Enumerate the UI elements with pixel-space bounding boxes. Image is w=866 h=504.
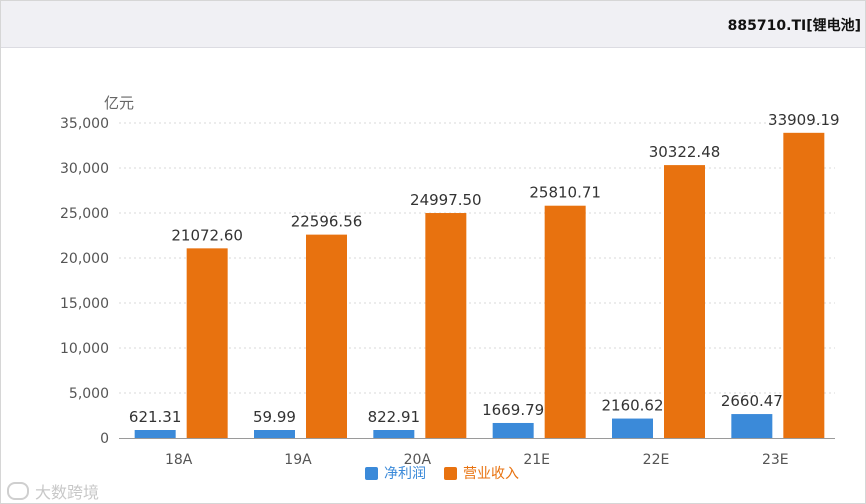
gridlines: [119, 122, 835, 394]
y-axis-unit: 亿元: [104, 94, 134, 112]
bar-net-profit[interactable]: [492, 422, 534, 438]
bars: [134, 132, 825, 438]
data-label: 2160.62: [601, 397, 663, 415]
x-tick-label: 20A: [404, 452, 432, 468]
data-label: 21072.60: [171, 226, 243, 244]
data-label: 621.31: [129, 408, 182, 426]
y-axis: 0 5,000 10,000 15,000 20,000 25,000 30,000 35,0…: [60, 116, 109, 447]
index-title: 885710.TI[锂电池]: [727, 18, 861, 34]
bar-revenue[interactable]: [664, 165, 705, 438]
bar-revenue[interactable]: [306, 234, 347, 438]
x-tick-label: 18A: [165, 452, 193, 468]
bar-net-profit[interactable]: [731, 414, 773, 438]
y-tick-label: 30,000: [60, 161, 109, 177]
bar-net-profit[interactable]: [373, 430, 415, 438]
bar-net-profit[interactable]: [254, 430, 295, 438]
bar-net-profit[interactable]: [134, 430, 176, 438]
y-tick-label: 25,000: [60, 206, 109, 222]
x-axis: 18A 19A 20A 21E 22E 23E: [119, 438, 835, 468]
data-label: 25810.71: [529, 184, 601, 202]
data-label: 2660.47: [721, 392, 783, 410]
legend: 净利润 营业收入: [365, 464, 537, 482]
bar-revenue[interactable]: [186, 248, 228, 438]
data-label: 22596.56: [291, 213, 363, 231]
legend-item-revenue[interactable]: 营业收入: [444, 463, 519, 483]
data-label: 822.91: [368, 408, 421, 426]
data-label: 33909.19: [768, 111, 840, 129]
legend-label: 营业收入: [463, 466, 519, 482]
x-tick-label: 23E: [762, 452, 789, 468]
bar-revenue[interactable]: [783, 132, 825, 438]
watermark-text: 大数跨境: [35, 483, 100, 502]
y-tick-label: 35,000: [60, 116, 109, 132]
data-label: 24997.50: [410, 191, 482, 209]
x-tick-label: 21E: [523, 452, 550, 468]
data-label: 30322.48: [649, 143, 721, 161]
y-tick-label: 20,000: [60, 251, 109, 267]
legend-label: 净利润: [384, 466, 426, 482]
legend-swatch: [444, 466, 457, 480]
bar-revenue[interactable]: [544, 205, 586, 438]
header-bar: 885710.TI[锂电池]: [1, 1, 865, 48]
y-tick-label: 5,000: [69, 386, 109, 402]
bar-revenue[interactable]: [425, 213, 467, 438]
watermark-logo-icon: [7, 482, 29, 500]
y-tick-label: 10,000: [60, 341, 109, 357]
y-tick-label: 0: [100, 431, 109, 447]
legend-item-net-profit[interactable]: 净利润: [365, 463, 426, 483]
watermark: 大数跨境: [7, 479, 99, 503]
data-labels: 621.31 21072.60 59.99 22596.56 822.91 24997.5…: [129, 111, 840, 426]
data-label: 59.99: [253, 408, 296, 426]
x-tick-label: 19A: [284, 452, 312, 468]
x-tick-label: 22E: [643, 452, 670, 468]
y-tick-label: 15,000: [60, 296, 109, 312]
bar-net-profit[interactable]: [612, 418, 653, 438]
legend-swatch: [365, 466, 378, 480]
data-label: 1669.79: [482, 401, 544, 419]
